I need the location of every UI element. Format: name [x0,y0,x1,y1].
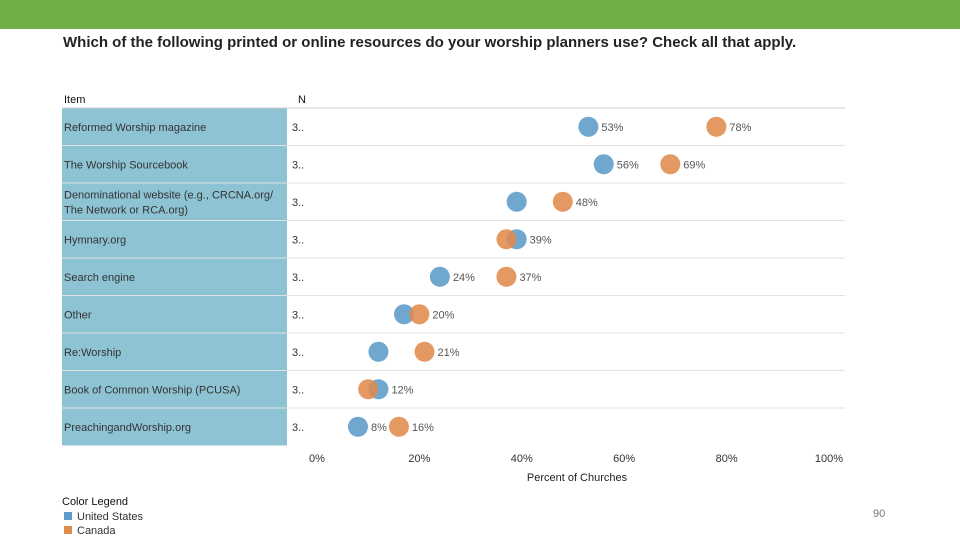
category-label: Denominational website (e.g., CRCNA.org/… [64,189,274,216]
data-label-canada: 48% [576,197,598,209]
dot-canada [409,304,430,325]
dot-canada [706,116,727,137]
n-value: 3.. [292,272,304,284]
legend-swatch-united-states [64,512,72,520]
data-label-canada: 21% [438,347,460,359]
n-value: 3.. [292,197,304,209]
dot-united-states [394,304,415,325]
dot-canada [660,154,681,175]
category-label: Search engine [64,272,135,284]
dot-united-states [593,154,614,175]
n-column-header: N [298,94,306,106]
category-label: Other [64,309,92,321]
category-label: Hymnary.org [64,234,126,246]
data-label-united-states: 12% [391,384,413,396]
x-tick-label: 100% [815,453,843,465]
category-label: Reformed Worship magazine [64,122,206,134]
dot-united-states [429,266,450,287]
dot-united-states [506,191,527,212]
n-value: 3.. [292,234,304,246]
chart-title: Which of the following printed or online… [63,34,797,51]
data-label-canada: 69% [683,159,705,171]
dot-canada [358,379,379,400]
n-value: 3.. [292,159,304,171]
item-label-band [62,108,287,446]
n-value: 3.. [292,122,304,134]
item-column-header: Item [64,94,86,106]
data-label-canada: 16% [412,422,434,434]
x-axis-label: Percent of Churches [527,472,628,484]
x-tick-label: 0% [309,453,325,465]
x-tick-label: 40% [511,453,533,465]
data-label-canada: 78% [729,122,751,134]
dot-canada [388,416,409,437]
n-value: 3.. [292,422,304,434]
dot-united-states [368,341,389,362]
data-label-united-states: 24% [453,272,475,284]
dot-united-states [347,416,368,437]
n-value: 3.. [292,384,304,396]
data-label-united-states: 53% [601,122,623,134]
category-label: The Worship Sourcebook [64,159,188,171]
x-tick-label: 80% [716,453,738,465]
data-label-canada: 20% [432,309,454,321]
page-number: 90 [873,508,886,520]
n-value: 3.. [292,309,304,321]
legend-item-united-states: United States [64,511,143,523]
legend-label-canada: Canada [77,525,116,537]
dot-united-states [578,116,599,137]
legend-swatch-canada [64,526,72,534]
x-tick-label: 60% [613,453,635,465]
data-label-united-states: 39% [530,234,552,246]
category-label: Re:Worship [64,347,121,359]
data-label-united-states: 8% [371,422,387,434]
dot-canada [414,341,435,362]
legend-item-canada: Canada [64,525,116,537]
dot-canada [496,266,517,287]
top-accent-bar [0,0,960,29]
x-tick-label: 20% [408,453,430,465]
data-label-united-states: 56% [617,159,639,171]
dot-canada [552,191,573,212]
legend-label-united-states: United States [77,511,144,523]
category-label: Book of Common Worship (PCUSA) [64,384,240,396]
legend-title: Color Legend [62,496,129,508]
data-label-canada: 37% [519,272,541,284]
dot-canada [496,229,517,250]
category-label: PreachingandWorship.org [64,422,191,434]
n-value: 3.. [292,347,304,359]
